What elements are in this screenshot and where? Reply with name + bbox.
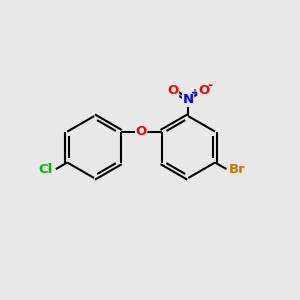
Text: O: O [167,84,178,97]
Text: Cl: Cl [38,163,52,176]
Text: Br: Br [229,163,246,176]
Text: O: O [136,125,147,138]
Text: -: - [208,79,213,92]
Text: N: N [183,93,194,106]
Text: O: O [198,84,209,97]
Text: +: + [191,88,199,98]
